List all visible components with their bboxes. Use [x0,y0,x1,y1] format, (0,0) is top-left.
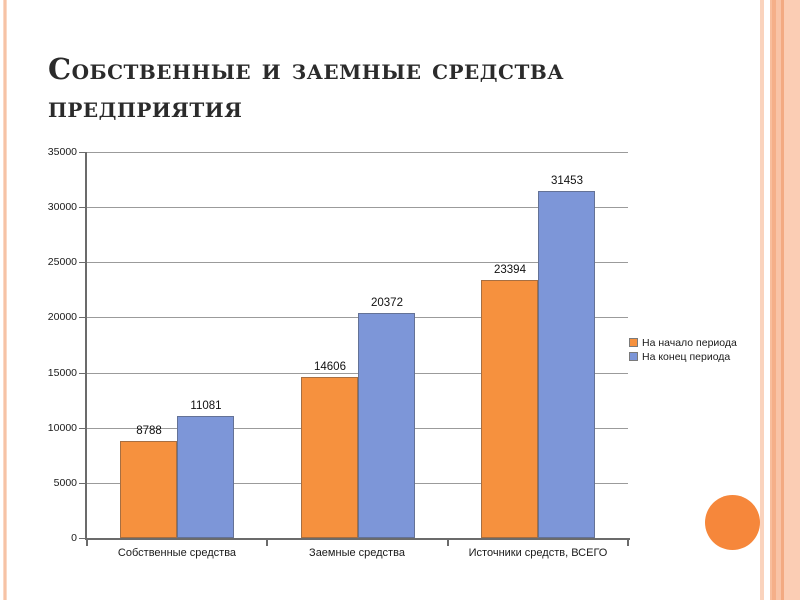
slide-title-line2: предприятия [48,90,243,124]
y-axis-tick-label: 0 [71,532,77,544]
bar-value-label: 31453 [551,175,583,187]
legend-item: На начало периода [629,336,759,349]
y-axis-tick [79,152,85,153]
slide-title-line1: Собственные и заемные средства [48,52,565,86]
bar [177,416,234,538]
chart-legend: На начало периода На конец периода [629,336,759,364]
legend-swatch [629,352,638,361]
right-edge-stripe-thin [760,0,764,600]
right-edge-stripe-block [770,0,800,600]
x-axis-tick [86,540,88,546]
y-axis-tick-label: 15000 [47,367,77,379]
bar [301,377,358,538]
y-axis [85,152,87,540]
slide-title: Собственные и заемные средства предприят… [48,50,698,126]
x-category-label: Заемные средства [309,547,405,559]
y-axis-tick [79,428,85,429]
x-axis [85,538,630,540]
x-category-label: Собственные средства [117,547,237,559]
left-edge-stripe [3,0,7,600]
gridline [87,373,628,374]
y-axis-tick-label: 20000 [47,311,77,323]
legend-item: На конец периода [629,350,759,363]
y-axis-tick-label: 30000 [47,201,77,213]
y-axis-tick-label: 5000 [53,477,77,489]
gridline [87,262,628,263]
y-axis-tick-label: 35000 [47,146,77,158]
gridline [87,317,628,318]
y-axis-tick [79,207,85,208]
x-axis-tick [627,540,629,546]
legend-label: На конец периода [642,350,731,363]
bar [358,313,415,538]
gridline [87,152,628,153]
y-axis-tick [79,373,85,374]
x-axis-tick [266,540,268,546]
bar-value-label: 23394 [494,264,526,276]
bar-value-label: 11081 [190,400,222,412]
bar-value-label: 8788 [136,425,162,437]
y-axis-tick [79,483,85,484]
bar [481,280,538,538]
gridline [87,207,628,208]
legend-label: На начало периода [642,336,737,349]
orange-circle-decoration [705,495,760,550]
y-axis-tick-label: 25000 [47,256,77,268]
x-axis-tick [447,540,449,546]
bar [120,441,177,538]
y-axis-tick [79,538,85,539]
bar-value-label: 20372 [371,297,403,309]
y-axis-tick-label: 10000 [47,422,77,434]
y-axis-tick [79,317,85,318]
x-category-label: Источники средств, ВСЕГО [468,547,608,559]
bar-value-label: 14606 [314,361,346,373]
y-axis-tick [79,262,85,263]
bar-chart: 0 5000 10000 15000 20000 25000 30000 35000 Собст… [45,140,645,565]
bar [538,191,595,538]
legend-swatch [629,338,638,347]
